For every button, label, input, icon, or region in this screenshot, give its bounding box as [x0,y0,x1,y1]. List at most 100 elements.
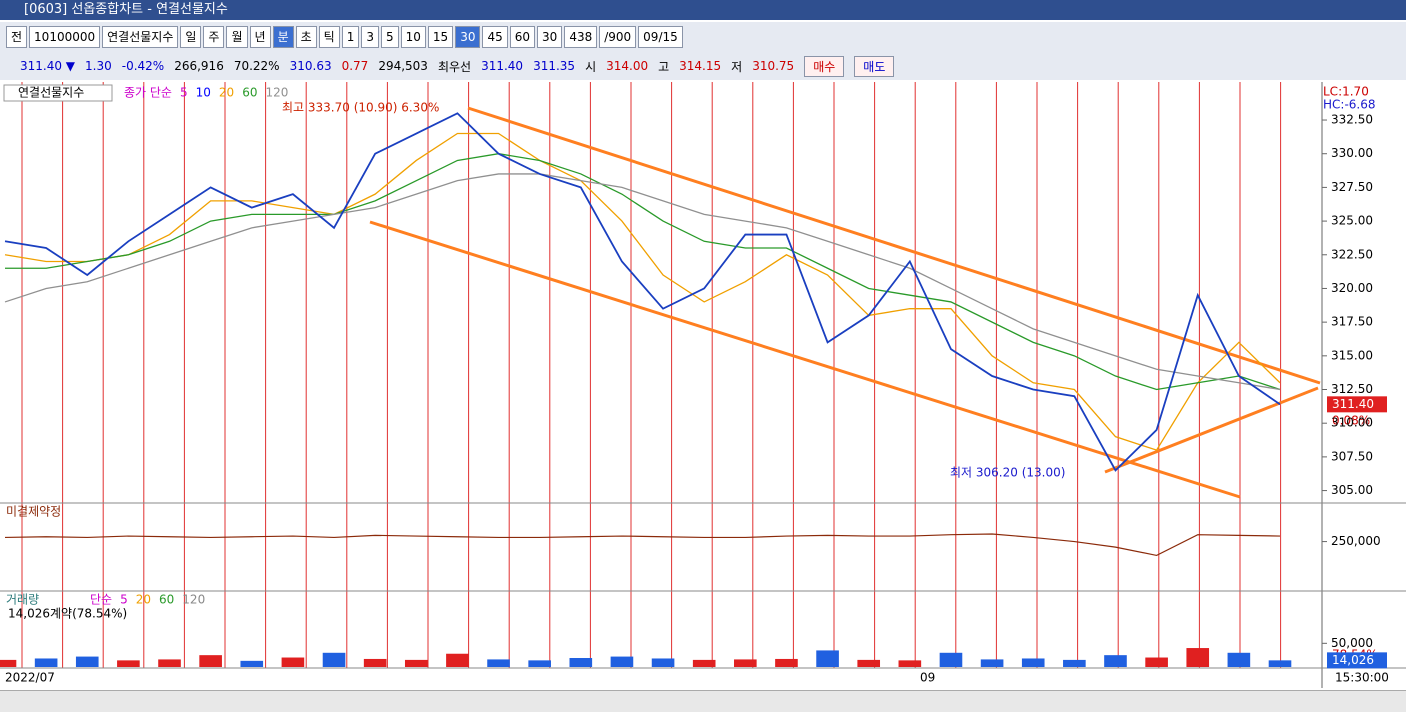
volume-bar [1145,657,1168,667]
volume-bar [363,658,387,667]
trend-line [467,106,1321,385]
y-tick-label: 50,000 [1331,636,1373,650]
quote-value: 294,503 [378,59,428,73]
toolbar-button[interactable]: 45 [482,26,508,48]
volume-bar [446,653,469,667]
volume-bar [404,659,428,667]
line-series [4,533,1281,557]
volume-bar [939,652,963,667]
quote-value: 311.35 [533,59,576,73]
toolbar-button[interactable]: 일 [180,26,202,48]
legend-item: 20 [219,86,234,100]
toolbar-button[interactable]: /900 [599,26,637,48]
quote-value: 0.77 [341,59,369,73]
toolbar: 전 10100000 연결선물지수 일 주 월 년 분 초 틱 1 3 5 10 15 30 45 60 30 438… [0,22,1406,52]
legend-item: 120 [182,593,205,607]
volume-bar [734,659,757,667]
legend-item: 단순 [90,593,112,607]
legend-item: 60 [159,593,174,607]
line-series [4,173,1281,391]
annotation: LC:1.70 [1323,85,1369,99]
quote-value: 70.22% [233,59,280,73]
volume-bar [1104,655,1127,667]
quote-value: 311.40 ▼ [20,59,76,73]
pane-subtitle: 14,026계약(78.54%) [8,606,127,621]
quote-value: 저 [731,59,743,74]
last-value-box [1327,396,1387,413]
toolbar-button[interactable]: 년 [249,26,271,48]
toolbar-button[interactable]: 1 [341,26,360,48]
line-series [4,132,1281,451]
toolbar-button[interactable]: 15 [427,26,454,48]
y-tick-label: 307.50 [1331,449,1373,463]
trend-line [1104,386,1319,474]
line-series [5,153,1281,391]
y-tick-label: 327.50 [1331,180,1373,194]
y-tick-label: 250,000 [1331,534,1381,548]
y-tick-label: 315.00 [1331,348,1373,362]
volume-bar [692,659,716,667]
toolbar-button[interactable]: 5 [380,26,399,48]
volume-bar [610,656,634,667]
scrollbar[interactable] [0,690,1406,712]
volume-bar [1227,652,1251,667]
volume-bar [75,656,99,667]
toolbar-button[interactable]: 연결선물지수 [102,26,179,48]
line-series [4,112,1281,472]
order-button[interactable]: 매수 [804,55,845,77]
toolbar-button[interactable]: 주 [203,26,225,48]
volume-bar [487,659,510,667]
toolbar-button[interactable]: 09/15 [638,26,683,48]
toolbar-button[interactable]: 전 [6,26,28,48]
quote-value: 최우선 [437,59,472,74]
quote-value: 고 [658,59,670,74]
toolbar-button[interactable]: 3 [361,26,379,48]
volume-bar [1186,648,1210,667]
quote-value: 310.63 [289,59,332,73]
toolbar-button[interactable]: 60 [509,26,536,48]
volume-bar [569,658,593,667]
toolbar-button[interactable]: 월 [226,26,248,48]
time-label: 2022/07 [5,671,55,685]
toolbar-button[interactable]: 초 [295,26,317,48]
legend-item: 60 [242,86,257,100]
toolbar-button[interactable]: 438 [564,26,598,48]
toolbar-button[interactable]: 30 [455,26,481,48]
annotation: 최고 333.70 (10.90) 6.30% [282,101,439,115]
pane-title: 거래량 [6,593,39,607]
volume-bar [775,658,798,667]
toolbar-button[interactable]: 분 [272,26,294,48]
annotation: 최저 306.20 (13.00) [950,466,1065,480]
plot-bg [0,82,1322,668]
volume-bar [528,660,551,667]
legend-item: 10 [196,86,211,100]
annotation: HC:-6.68 [1323,98,1376,112]
chart: 최고 333.70 (10.90) 6.30% 최저 306.20 (13.00… [0,82,1406,688]
volume-bar [0,659,17,667]
y-tick-label: 317.50 [1331,315,1373,329]
y-tick-label: 322.50 [1331,247,1373,261]
volume-bar [281,657,305,667]
volume-bar [199,655,222,667]
toolbar-button[interactable]: 10100000 [29,26,101,48]
volume-bar [322,652,346,667]
legend-box [3,84,113,102]
pane-title: 미결제약정 [6,504,61,519]
legend-item: 5 [180,86,188,100]
volume-bar [898,660,922,667]
quote-value: 311.40 [481,59,524,73]
window-title: [0603] 선옵종합차트 - 연결선물지수 [0,0,1406,20]
y-tick-label: 332.50 [1331,113,1373,127]
y-tick-label: 330.00 [1331,146,1373,160]
toolbar-button[interactable]: 10 [400,26,426,48]
quote-value: 314.00 [606,59,649,73]
legend-item: 종가 단순 [124,86,172,100]
volume-bar [1063,659,1086,667]
quote-value: -0.42% [121,59,165,73]
toolbar-button[interactable]: 30 [537,26,563,48]
time-label: 09 [920,671,935,685]
order-button[interactable]: 매도 [854,55,895,77]
last-value-box [1327,652,1387,669]
toolbar-button[interactable]: 틱 [318,26,340,48]
